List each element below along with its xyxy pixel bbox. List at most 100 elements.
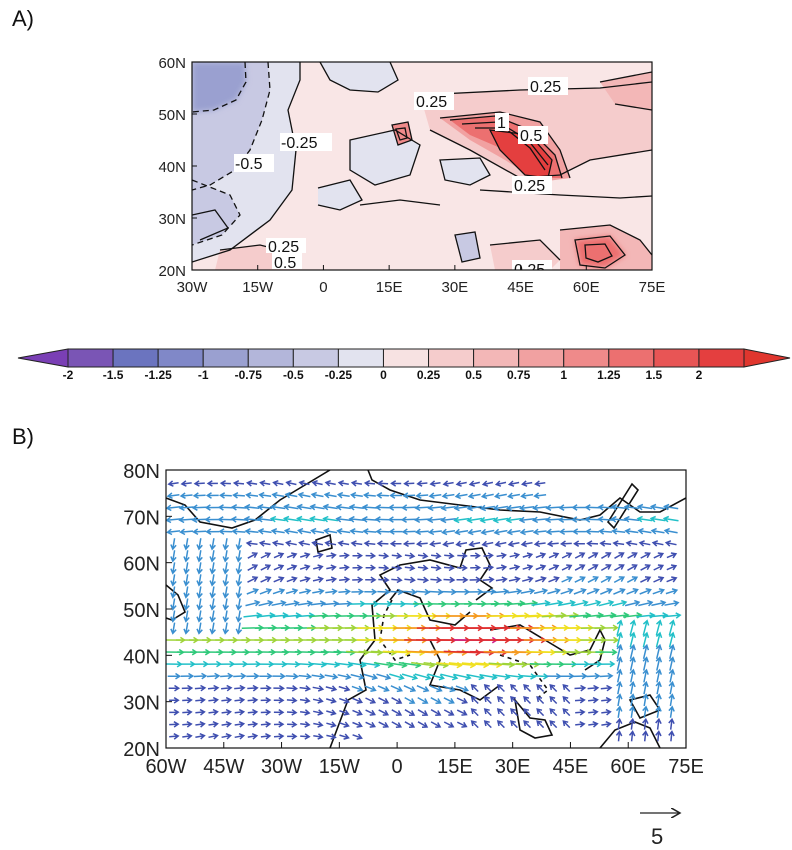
wind-vector xyxy=(377,685,390,693)
wind-vector xyxy=(519,504,535,512)
wind-vector xyxy=(415,588,431,596)
colorbar-label: 1.5 xyxy=(646,368,663,382)
wind-vector xyxy=(468,480,480,487)
wind-vector xyxy=(285,588,299,595)
colorbar-label: 1.25 xyxy=(597,368,621,382)
wind-vector xyxy=(325,576,338,583)
wind-vector xyxy=(480,492,494,500)
panel-a-axes: 30W 15W 0 15E 30E 45E 60E 75E 60N 50N 40N 30N 20N xyxy=(158,55,665,296)
wind-vector xyxy=(668,705,675,718)
wind-vector xyxy=(629,668,636,683)
wind-vector xyxy=(377,588,391,596)
colorbar-swatch xyxy=(202,348,249,368)
wind-vector xyxy=(403,588,418,596)
wind-vector xyxy=(287,721,298,728)
wind-vector xyxy=(616,631,624,648)
wind-vector xyxy=(325,697,337,704)
wind-vector xyxy=(649,515,666,523)
wind-vector xyxy=(193,672,208,680)
contour-label: -0.5 xyxy=(235,156,263,173)
wind-vector xyxy=(588,721,599,728)
wind-vector xyxy=(285,479,297,487)
wind-vector xyxy=(401,528,416,536)
wind-vector xyxy=(574,564,586,571)
wind-vector xyxy=(222,562,230,575)
wind-vector xyxy=(387,516,404,523)
wind-vector xyxy=(272,672,286,680)
wind-vector xyxy=(598,528,613,535)
wind-vector xyxy=(668,680,675,695)
wind-vector xyxy=(615,730,623,742)
wind-vector xyxy=(475,661,503,669)
colorbar-label: 0.25 xyxy=(417,368,441,382)
wind-vector xyxy=(352,709,363,716)
wind-vector xyxy=(571,504,587,511)
wind-vector xyxy=(273,708,285,716)
wind-vector xyxy=(636,515,653,523)
wind-vector xyxy=(322,503,338,511)
wind-vector xyxy=(337,540,350,547)
wind-vector xyxy=(642,619,650,636)
x-tick-label: 45E xyxy=(507,279,534,296)
wind-vector xyxy=(247,733,259,740)
wind-vector xyxy=(391,564,403,572)
wind-vector xyxy=(404,576,416,584)
wind-vector xyxy=(585,528,600,535)
wind-vector xyxy=(655,680,662,695)
wind-vector xyxy=(335,515,352,523)
wind-vector xyxy=(665,588,679,595)
wind-vector xyxy=(597,516,614,523)
wind-vector xyxy=(651,599,667,607)
wind-vector xyxy=(594,624,619,632)
wind-vector xyxy=(269,515,286,523)
wind-vector xyxy=(655,656,663,671)
wind-vector xyxy=(299,685,312,692)
wind-vector xyxy=(571,528,586,535)
wind-vector xyxy=(270,503,286,511)
wind-vector xyxy=(339,733,350,740)
wind-vector xyxy=(180,480,192,487)
wind-vector xyxy=(273,684,285,692)
wind-vector xyxy=(584,516,600,523)
wind-vector xyxy=(404,709,416,716)
wind-vector xyxy=(286,709,298,716)
wind-vector xyxy=(245,540,258,547)
wind-vector xyxy=(207,684,220,692)
colorbar-label: -1.5 xyxy=(103,368,124,382)
wind-vector xyxy=(519,673,537,680)
wind-vector xyxy=(522,564,534,571)
colorbar-swatch xyxy=(698,348,745,368)
wind-vector xyxy=(629,643,637,659)
wind-vector xyxy=(417,576,430,584)
wind-vector xyxy=(470,720,479,729)
wind-vector xyxy=(235,550,243,563)
wind-vector xyxy=(558,599,576,607)
wind-vector xyxy=(365,709,376,716)
wind-vector xyxy=(610,515,627,523)
contour-label: 0.25 xyxy=(514,178,545,195)
wind-vector xyxy=(546,540,559,548)
wind-vector xyxy=(313,552,324,559)
wind-vector xyxy=(348,515,365,523)
wind-vector xyxy=(183,610,190,623)
x-tick-label: 45W xyxy=(203,756,244,778)
wind-vector xyxy=(374,504,391,511)
wind-vector xyxy=(273,576,285,583)
wind-vector xyxy=(600,564,612,572)
wind-vector xyxy=(295,612,315,619)
wind-vector xyxy=(325,685,338,692)
wind-vector xyxy=(611,599,628,607)
wind-vector xyxy=(195,708,206,716)
wind-vector xyxy=(349,528,364,535)
wind-vector xyxy=(522,552,534,559)
wind-vector xyxy=(298,673,313,680)
wind-vector xyxy=(548,564,560,571)
contour-label: 0.25 xyxy=(268,239,299,256)
wind-vector xyxy=(455,685,470,693)
wind-vector xyxy=(193,480,205,487)
wind-vector xyxy=(453,673,472,681)
wind-vector xyxy=(467,528,482,536)
wind-vector xyxy=(668,656,676,671)
y-tick-label: 40N xyxy=(123,646,160,668)
colorbar-label: 0 xyxy=(380,368,387,382)
